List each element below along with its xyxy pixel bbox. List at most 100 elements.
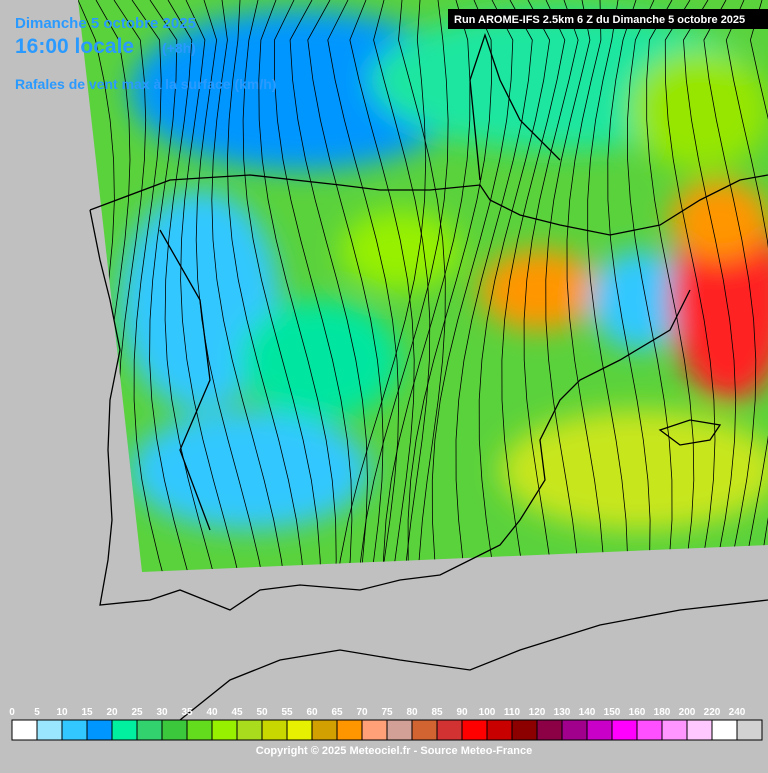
streamline bbox=[258, 0, 337, 572]
legend-label: 35 bbox=[181, 707, 193, 718]
streamline bbox=[327, 0, 400, 572]
legend: 0 5 10 15 20 25 30 35 40 45 50 55 60 65 70 75 80 85 90 100 1… bbox=[9, 707, 763, 741]
legend-label: 55 bbox=[281, 707, 293, 718]
forecast-offset: (+8h) bbox=[162, 40, 196, 56]
streamline bbox=[607, 0, 651, 572]
forecast-date: Dimanche 5 octobre 2025 bbox=[15, 15, 196, 32]
streamline bbox=[523, 0, 579, 572]
legend-swatch bbox=[411, 719, 438, 741]
legend-label: 120 bbox=[529, 707, 546, 718]
legend-label: 40 bbox=[206, 707, 218, 718]
streamline bbox=[478, 0, 551, 572]
streamline bbox=[149, 0, 196, 572]
legend-label: 200 bbox=[679, 707, 696, 718]
legend-swatch bbox=[611, 719, 638, 741]
coastlines bbox=[89, 32, 768, 721]
legend-label: 45 bbox=[231, 707, 243, 718]
legend-label: 20 bbox=[106, 707, 118, 718]
streamline bbox=[545, 0, 591, 572]
streamline bbox=[683, 0, 737, 572]
legend-swatch bbox=[736, 719, 763, 741]
legend-label: 220 bbox=[704, 707, 721, 718]
streamline bbox=[164, 0, 221, 572]
legend-label: 85 bbox=[431, 707, 443, 718]
legend-swatch bbox=[286, 719, 313, 741]
streamline bbox=[307, 0, 384, 572]
streamline bbox=[274, 0, 353, 572]
streamline bbox=[455, 0, 533, 572]
legend-swatch bbox=[361, 719, 388, 741]
streamline bbox=[587, 0, 629, 572]
legend-label: 90 bbox=[456, 707, 468, 718]
legend-swatch bbox=[161, 719, 188, 741]
legend-swatch bbox=[661, 719, 688, 741]
legend-swatch bbox=[61, 719, 88, 741]
streamline bbox=[431, 0, 514, 572]
streamline bbox=[289, 0, 368, 572]
legend-swatch bbox=[586, 719, 613, 741]
legend-swatch bbox=[636, 719, 663, 741]
streamline bbox=[373, 0, 431, 572]
streamline bbox=[407, 0, 493, 572]
legend-label: 0 bbox=[9, 707, 15, 718]
legend-label: 240 bbox=[729, 707, 746, 718]
streamline bbox=[566, 0, 606, 572]
legend-swatch bbox=[86, 719, 113, 741]
legend-label: 100 bbox=[479, 707, 496, 718]
streamline bbox=[131, 0, 171, 572]
legend-label: 5 bbox=[34, 707, 40, 718]
legend-swatch bbox=[186, 719, 213, 741]
legend-swatch bbox=[711, 719, 738, 741]
legend-label: 70 bbox=[356, 707, 368, 718]
streamline bbox=[725, 0, 768, 572]
streamline bbox=[501, 0, 566, 572]
streamlines bbox=[78, 0, 768, 572]
streamline bbox=[357, 0, 449, 572]
legend-label: 25 bbox=[131, 707, 143, 718]
legend-swatch bbox=[561, 719, 588, 741]
streamline bbox=[664, 0, 716, 572]
legend-label: 140 bbox=[579, 707, 596, 718]
legend-swatch bbox=[461, 719, 488, 741]
streamline bbox=[226, 0, 306, 572]
run-info: Run AROME-IFS 2.5km 6 Z du Dimanche 5 oc… bbox=[454, 14, 745, 26]
legend-label: 130 bbox=[554, 707, 571, 718]
legend-label: 75 bbox=[381, 707, 393, 718]
streamline bbox=[383, 0, 471, 572]
streamline bbox=[211, 0, 288, 572]
legend-label: 10 bbox=[56, 707, 68, 718]
legend-swatch bbox=[536, 719, 563, 741]
legend-swatch bbox=[261, 719, 288, 741]
legend-swatch bbox=[11, 719, 38, 741]
legend-label: 160 bbox=[629, 707, 646, 718]
legend-label: 180 bbox=[654, 707, 671, 718]
legend-swatch bbox=[686, 719, 713, 741]
streamline bbox=[242, 0, 321, 572]
legend-swatch bbox=[236, 719, 263, 741]
legend-label: 60 bbox=[306, 707, 318, 718]
forecast-time: 16:00 locale bbox=[15, 35, 134, 58]
streamline bbox=[646, 0, 695, 572]
copyright: Copyright © 2025 Meteociel.fr - Source M… bbox=[256, 745, 532, 757]
legend-swatch bbox=[436, 719, 463, 741]
streamline bbox=[703, 0, 757, 572]
legend-label: 15 bbox=[81, 707, 93, 718]
legend-swatch bbox=[111, 719, 138, 741]
streamline bbox=[627, 0, 673, 572]
legend-swatch bbox=[211, 719, 238, 741]
run-banner bbox=[448, 9, 768, 29]
legend-swatch bbox=[311, 719, 338, 741]
streamline bbox=[398, 0, 446, 572]
streamline bbox=[334, 0, 427, 572]
wind-field bbox=[78, 0, 768, 572]
legend-swatch bbox=[336, 719, 363, 741]
legend-label: 110 bbox=[504, 707, 521, 718]
legend-swatch bbox=[511, 719, 538, 741]
legend-swatch bbox=[386, 719, 413, 741]
legend-label: 150 bbox=[604, 707, 621, 718]
legend-label: 30 bbox=[156, 707, 168, 718]
streamline bbox=[749, 0, 768, 572]
legend-swatch bbox=[36, 719, 63, 741]
legend-label: 80 bbox=[406, 707, 418, 718]
